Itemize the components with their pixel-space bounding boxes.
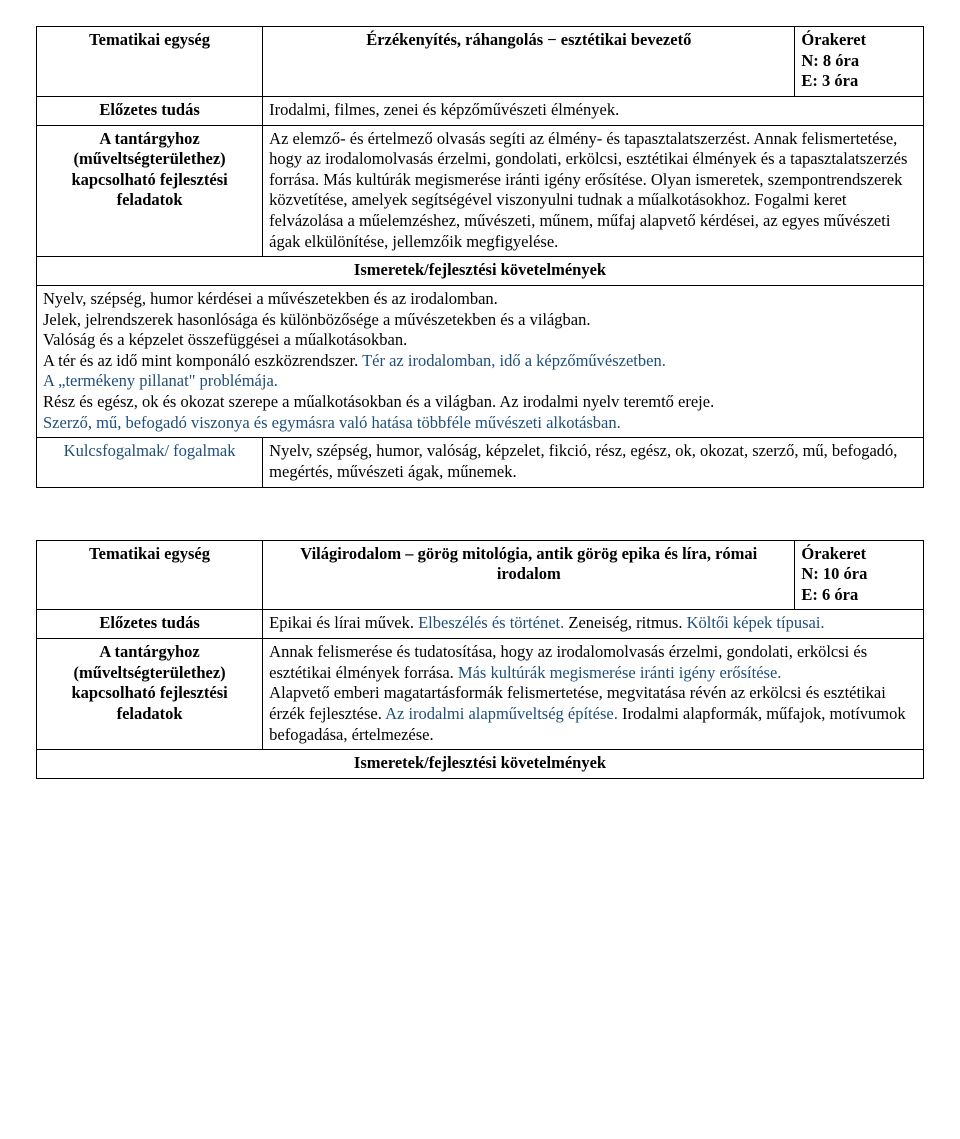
t1-r0-c2: Órakeret N: 8 óra E: 3 óra [795, 27, 924, 97]
t1-ism-p2: Jelek, jelrendszerek hasonlósága és külö… [43, 310, 591, 329]
t2-r0-c0: Tematikai egység [37, 540, 263, 610]
t1-r2-c0: A tantárgyhoz (műveltségterülethez) kapc… [37, 125, 263, 257]
t1-r0-c0: Tematikai egység [37, 27, 263, 97]
curriculum-table-1: Tematikai egység Érzékenyítés, ráhangolá… [36, 26, 924, 488]
t2-r0-c2-l2: N: 10 óra [801, 564, 867, 583]
t2-r0-c2-l1: Órakeret [801, 544, 866, 563]
t1-r0-c2-l3: E: 3 óra [801, 71, 858, 90]
t2-r1-c1c: Zeneiség, ritmus. [564, 613, 682, 632]
t1-ismeretek-body: Nyelv, szépség, humor kérdései a művésze… [37, 285, 924, 437]
t1-ism-p4a: A tér és az idő mint komponáló eszközren… [43, 351, 358, 370]
t1-ismeretek-header: Ismeretek/fejlesztési követelmények [37, 257, 924, 286]
t2-r2-c0: A tantárgyhoz (műveltségterülethez) kapc… [37, 639, 263, 750]
t1-ism-p7: Szerző, mű, befogadó viszonya és egymásr… [43, 413, 621, 432]
t2-r0-c2: Órakeret N: 10 óra E: 6 óra [795, 540, 924, 610]
t2-r2-c1b: Más kultúrák megismerése iránti igény er… [454, 663, 782, 682]
t2-r1-c1b: Elbeszélés és történet. [414, 613, 564, 632]
t1-kulcs-label: Kulcsfogalmak/ fogalmak [37, 438, 263, 487]
t1-ism-p4b: Tér az irodalomban, idő a képzőművészetb… [358, 351, 666, 370]
t2-r1-c0: Előzetes tudás [37, 610, 263, 639]
t1-kulcs-value: Nyelv, szépség, humor, valóság, képzelet… [263, 438, 924, 487]
t1-r1-c1: Irodalmi, filmes, zenei és képzőművészet… [263, 96, 924, 125]
t2-r2-c1: Annak felismerése és tudatosítása, hogy … [263, 639, 924, 750]
t1-ism-p1: Nyelv, szépség, humor kérdései a művésze… [43, 289, 498, 308]
t2-r1-c1d: Költői képek típusai. [682, 613, 824, 632]
curriculum-table-2: Tematikai egység Világirodalom – görög m… [36, 540, 924, 779]
t2-r0-c2-l3: E: 6 óra [801, 585, 858, 604]
t1-r1-c0: Előzetes tudás [37, 96, 263, 125]
t2-r2-c1d: Az irodalmi alapműveltség építése. [382, 704, 618, 723]
t2-r0-c1: Világirodalom – görög mitológia, antik g… [263, 540, 795, 610]
t1-r0-c1: Érzékenyítés, ráhangolás − esztétikai be… [263, 27, 795, 97]
t1-ism-p3: Valóság és a képzelet összefüggései a mű… [43, 330, 407, 349]
t1-ism-p5: A „termékeny pillanat" problémája. [43, 371, 278, 390]
t2-ismeretek-header: Ismeretek/fejlesztési követelmények [37, 750, 924, 779]
t2-r1-c1a: Epikai és lírai művek. [269, 613, 414, 632]
t1-r2-c1: Az elemző- és értelmező olvasás segíti a… [263, 125, 924, 257]
t2-r1-c1: Epikai és lírai művek. Elbeszélés és tör… [263, 610, 924, 639]
t1-r0-c2-l2: N: 8 óra [801, 51, 859, 70]
t1-ism-p6: Rész és egész, ok és okozat szerepe a mű… [43, 392, 714, 411]
t1-r0-c2-l1: Órakeret [801, 30, 866, 49]
